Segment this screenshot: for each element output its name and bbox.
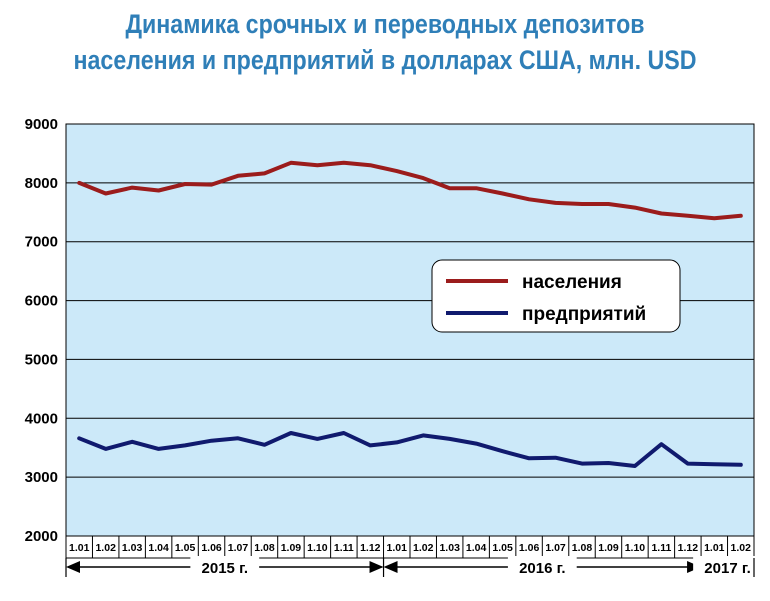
year-label-2: 2017 г.	[704, 560, 750, 577]
x-tick-label-25: 1.02	[731, 542, 752, 554]
year-label-bg-1	[507, 556, 577, 578]
year-label-0: 2015 г.	[202, 560, 248, 577]
x-tick-label-22: 1.11	[651, 542, 671, 554]
x-tick-label-12: 1.01	[387, 542, 408, 554]
x-tick-label-15: 1.04	[466, 542, 487, 554]
x-tick-label-16: 1.05	[492, 542, 513, 554]
x-tick-label-8: 1.09	[281, 542, 302, 554]
chart-title-line-1: Динамика срочных и переводных депозитов	[125, 9, 645, 39]
x-tick-label-19: 1.08	[572, 542, 593, 554]
x-tick-label-3: 1.04	[148, 542, 169, 554]
year-arrow-head-left-1	[383, 561, 398, 573]
series-line-0	[77, 160, 743, 221]
y-tick-label-7000: 7000	[25, 234, 58, 251]
y-tick-label-8000: 8000	[25, 175, 58, 192]
x-tick-label-2: 1.03	[122, 542, 143, 554]
x-tick-label-1: 1.02	[95, 542, 116, 554]
x-tick-label-5: 1.06	[201, 542, 222, 554]
x-tick-label-10: 1.11	[334, 542, 354, 554]
x-tick-label-0: 1.01	[69, 542, 90, 554]
y-tick-label-3000: 3000	[25, 469, 58, 486]
x-tick-label-23: 1.12	[678, 542, 699, 554]
x-tick-label-20: 1.09	[598, 542, 619, 554]
chart-title-line-2: населения и предприятий в долларах США, …	[73, 45, 697, 75]
legend-label-predpriyatiy: предприятий	[522, 304, 646, 325]
x-tick-label-6: 1.07	[228, 542, 249, 554]
x-tick-label-4: 1.05	[175, 542, 196, 554]
x-tick-label-11: 1.12	[360, 542, 381, 554]
legend-label-naseleniya: населения	[522, 272, 622, 293]
x-tick-label-14: 1.03	[439, 542, 460, 554]
series-line-1	[77, 431, 743, 468]
y-tick-label-2000: 2000	[25, 528, 58, 545]
year-label-1: 2016 г.	[519, 560, 565, 577]
x-tick-label-21: 1.10	[625, 542, 646, 554]
y-tick-label-9000: 9000	[25, 116, 58, 133]
year-arrow-head-right-0	[369, 561, 384, 573]
y-tick-label-6000: 6000	[25, 293, 58, 310]
x-tick-label-9: 1.10	[307, 542, 328, 554]
y-tick-label-5000: 5000	[25, 351, 58, 368]
x-tick-label-13: 1.02	[413, 542, 434, 554]
year-label-bg-2	[693, 556, 762, 578]
x-tick-label-24: 1.01	[704, 542, 725, 554]
chart-title: Динамика срочных и переводных депозитов …	[54, 6, 716, 78]
x-tick-label-7: 1.08	[254, 542, 275, 554]
x-tick-label-17: 1.06	[519, 542, 540, 554]
y-tick-label-4000: 4000	[25, 410, 58, 427]
year-label-bg-0	[190, 556, 260, 578]
x-tick-label-18: 1.07	[545, 542, 566, 554]
year-arrow-head-left-0	[66, 561, 80, 573]
